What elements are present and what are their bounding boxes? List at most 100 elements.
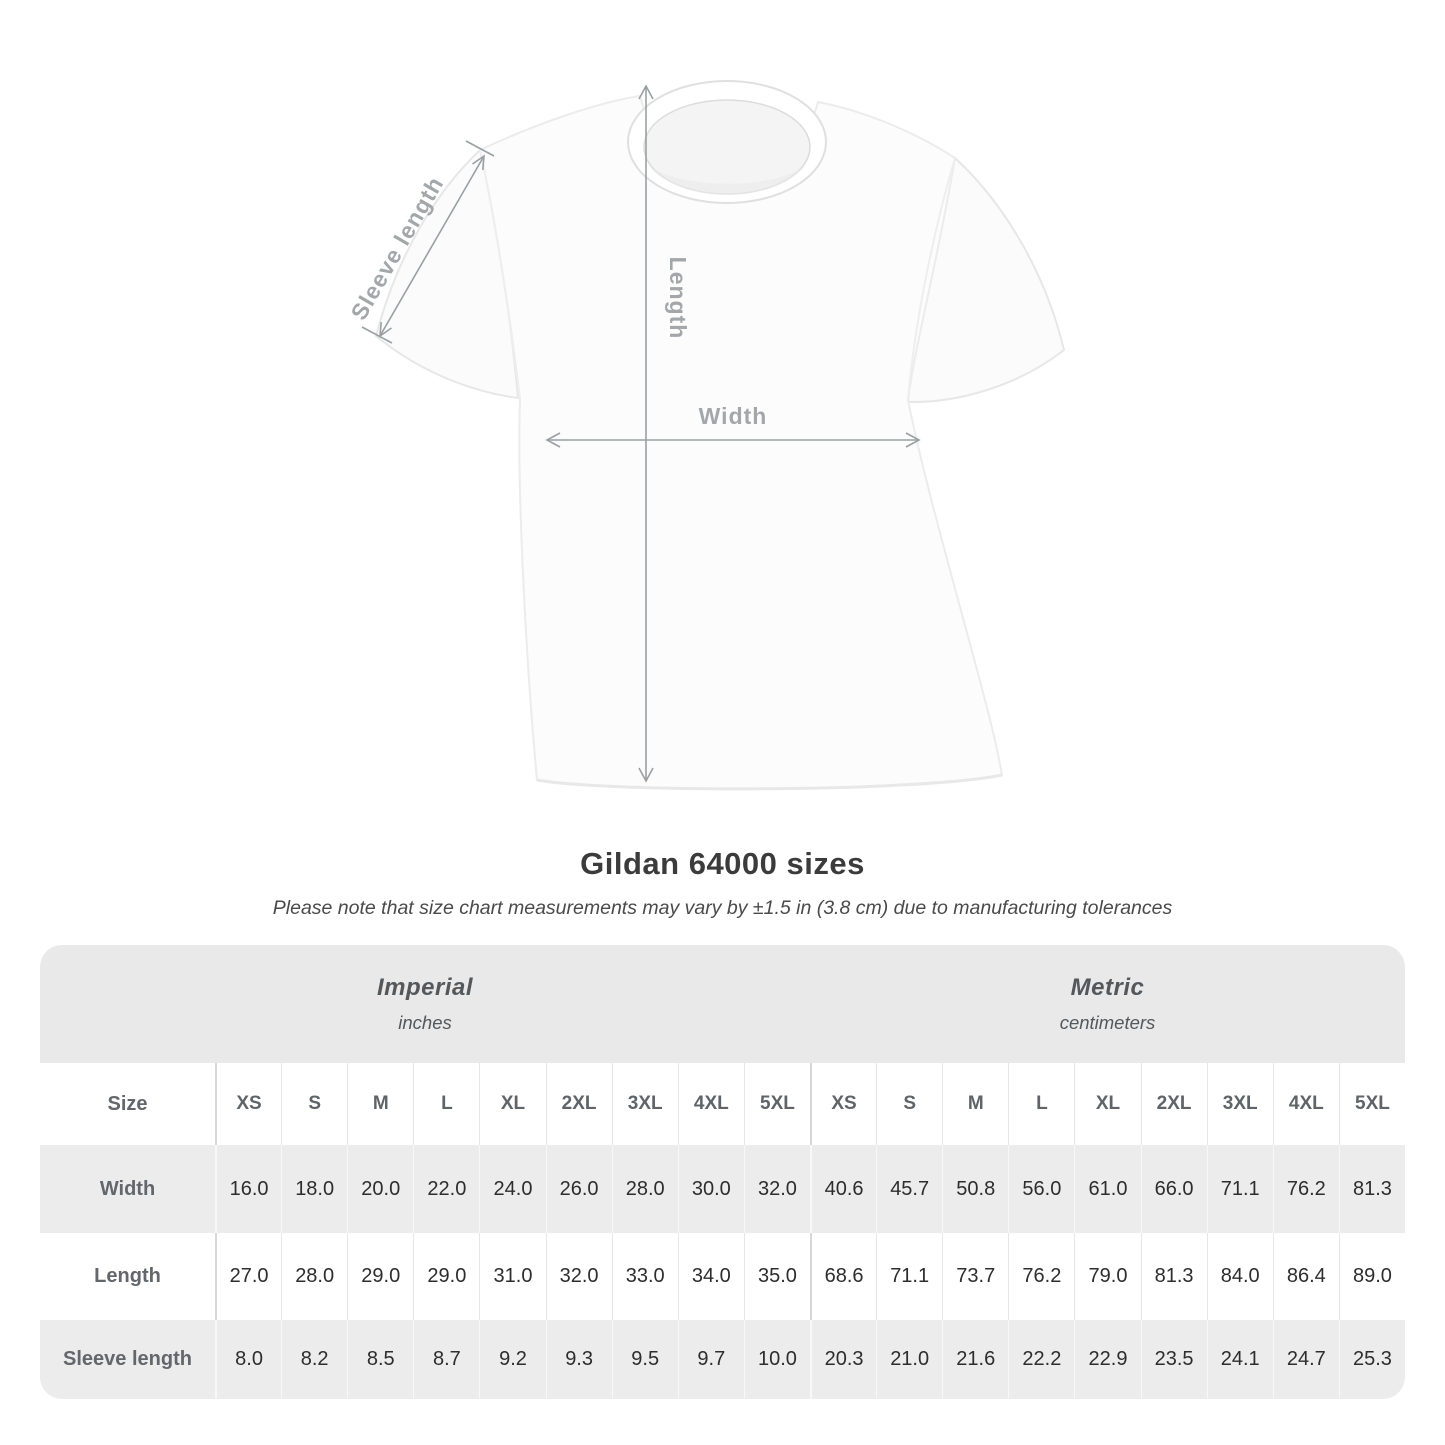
size-cell: M: [347, 1063, 413, 1145]
size-header-row: Size XS S M L XL 2XL 3XL 4XL 5XL XS S M L XL 2XL 3XL 4XL…: [40, 1063, 1405, 1145]
tshirt-right-seam: [907, 157, 956, 401]
value-cell: 50.8: [942, 1145, 1008, 1233]
size-cell: 2XL: [545, 1063, 612, 1145]
value-cell: 20.0: [347, 1145, 413, 1233]
value-cell: 8.7: [413, 1320, 479, 1399]
value-cell: 9.2: [479, 1320, 545, 1399]
value-cell: 56.0: [1008, 1145, 1074, 1233]
value-cell: 29.0: [347, 1233, 413, 1320]
row-label: Width: [99, 1177, 156, 1200]
size-cell: L: [1008, 1063, 1074, 1145]
value-cell: 22.2: [1008, 1320, 1074, 1399]
size-cell: XS: [215, 1063, 281, 1145]
tshirt-graphic: Sleeve length Length Width: [345, 80, 1066, 791]
value-cell: 35.0: [743, 1233, 810, 1320]
size-chart-table: Imperial inches Metric centimeters Size …: [40, 945, 1405, 1399]
value-cell: 28.0: [611, 1145, 678, 1233]
size-cell: 4XL: [677, 1063, 744, 1145]
row-label: Sleeve length: [63, 1348, 192, 1370]
value-cell: 22.0: [413, 1145, 479, 1233]
page-title: Gildan 64000 sizes: [580, 846, 865, 881]
row-label: Length: [94, 1265, 161, 1287]
length-arrow: [638, 84, 654, 783]
value-cell: 28.0: [281, 1233, 347, 1320]
value-cell: 31.0: [479, 1233, 545, 1320]
value-cell: 26.0: [545, 1145, 612, 1233]
value-cell: 21.0: [876, 1320, 942, 1399]
length-label: Length: [665, 257, 691, 340]
value-cell: 9.3: [545, 1320, 612, 1399]
value-cell: 21.6: [942, 1320, 1008, 1399]
table-row-length: Length 27.0 28.0 29.0 29.0 31.0 32.0 33.0 34.0 3…: [40, 1233, 1405, 1320]
width-arrow: [545, 432, 921, 448]
imperial-sublabel: inches: [398, 1012, 452, 1033]
size-cell: 4XL: [1272, 1063, 1339, 1145]
value-cell: 9.5: [611, 1320, 678, 1399]
value-cell: 29.0: [413, 1233, 479, 1320]
tshirt-diagram: Sleeve length Length Width: [345, 80, 1066, 791]
size-cell: 3XL: [611, 1063, 678, 1145]
value-cell: 40.6: [810, 1145, 876, 1233]
unit-group-imperial: Imperial inches: [40, 945, 810, 1063]
value-cell: 33.0: [611, 1233, 678, 1320]
tolerance-note: Please note that size chart measurements…: [272, 897, 1173, 919]
value-cell: 61.0: [1074, 1145, 1140, 1233]
size-cell: S: [281, 1063, 347, 1145]
value-cell: 81.3: [1338, 1145, 1405, 1233]
value-cell: 45.7: [876, 1145, 942, 1233]
value-cell: 8.5: [347, 1320, 413, 1399]
value-cell: 8.0: [215, 1320, 281, 1399]
value-cell: 71.1: [1206, 1145, 1273, 1233]
size-cell: S: [876, 1063, 942, 1145]
value-cell: 24.7: [1272, 1320, 1339, 1399]
table-row-width: Width 16.0 18.0 20.0 22.0 24.0 26.0 28.0 30.0 32…: [40, 1145, 1405, 1233]
value-cell: 34.0: [677, 1233, 744, 1320]
value-cell: 9.7: [677, 1320, 744, 1399]
size-corner-label: Size: [107, 1092, 148, 1115]
value-cell: 30.0: [677, 1145, 744, 1233]
value-cell: 73.7: [942, 1233, 1008, 1320]
value-cell: 27.0: [215, 1233, 281, 1320]
sleeve-length-arrow: [361, 140, 495, 344]
metric-sublabel: centimeters: [1059, 1012, 1156, 1033]
value-cell: 86.4: [1272, 1233, 1339, 1320]
value-cell: 25.3: [1338, 1320, 1405, 1399]
value-cell: 84.0: [1206, 1233, 1273, 1320]
value-cell: 22.9: [1074, 1320, 1140, 1399]
size-cell: 3XL: [1206, 1063, 1273, 1145]
size-cell: XL: [479, 1063, 545, 1145]
size-cell: M: [942, 1063, 1008, 1145]
width-label: Width: [699, 403, 768, 429]
value-cell: 24.1: [1206, 1320, 1273, 1399]
size-cell: XL: [1074, 1063, 1140, 1145]
size-cell: XS: [810, 1063, 876, 1145]
value-cell: 76.2: [1272, 1145, 1339, 1233]
value-cell: 66.0: [1140, 1145, 1207, 1233]
value-cell: 20.3: [810, 1320, 876, 1399]
size-cell: L: [413, 1063, 479, 1145]
value-cell: 32.0: [743, 1145, 810, 1233]
size-cell: 5XL: [743, 1063, 810, 1145]
value-cell: 76.2: [1008, 1233, 1074, 1320]
value-cell: 79.0: [1074, 1233, 1140, 1320]
size-cell: 5XL: [1338, 1063, 1405, 1145]
imperial-label: Imperial: [376, 974, 474, 1001]
unit-group-metric: Metric centimeters: [810, 945, 1405, 1063]
value-cell: 81.3: [1140, 1233, 1207, 1320]
unit-header: Imperial inches Metric centimeters: [40, 945, 1405, 1063]
table-row-sleeve-length: Sleeve length 8.0 8.2 8.5 8.7 9.2 9.3 9.5 9.7 10…: [40, 1320, 1405, 1399]
value-cell: 89.0: [1338, 1233, 1405, 1320]
value-cell: 10.0: [743, 1320, 810, 1399]
value-cell: 16.0: [215, 1145, 281, 1233]
tshirt-hem: [536, 773, 1003, 791]
value-cell: 8.2: [281, 1320, 347, 1399]
tshirt-left-seam: [479, 149, 521, 401]
value-cell: 18.0: [281, 1145, 347, 1233]
value-cell: 68.6: [810, 1233, 876, 1320]
value-cell: 71.1: [876, 1233, 942, 1320]
size-cell: 2XL: [1140, 1063, 1207, 1145]
value-cell: 32.0: [545, 1233, 612, 1320]
tshirt-collar-shadow: [648, 165, 806, 195]
value-cell: 23.5: [1140, 1320, 1207, 1399]
value-cell: 24.0: [479, 1145, 545, 1233]
